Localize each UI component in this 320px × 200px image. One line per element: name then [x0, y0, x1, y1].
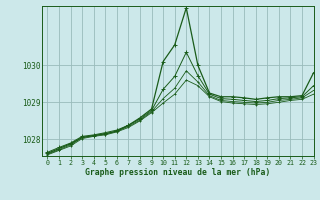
X-axis label: Graphe pression niveau de la mer (hPa): Graphe pression niveau de la mer (hPa) — [85, 168, 270, 177]
